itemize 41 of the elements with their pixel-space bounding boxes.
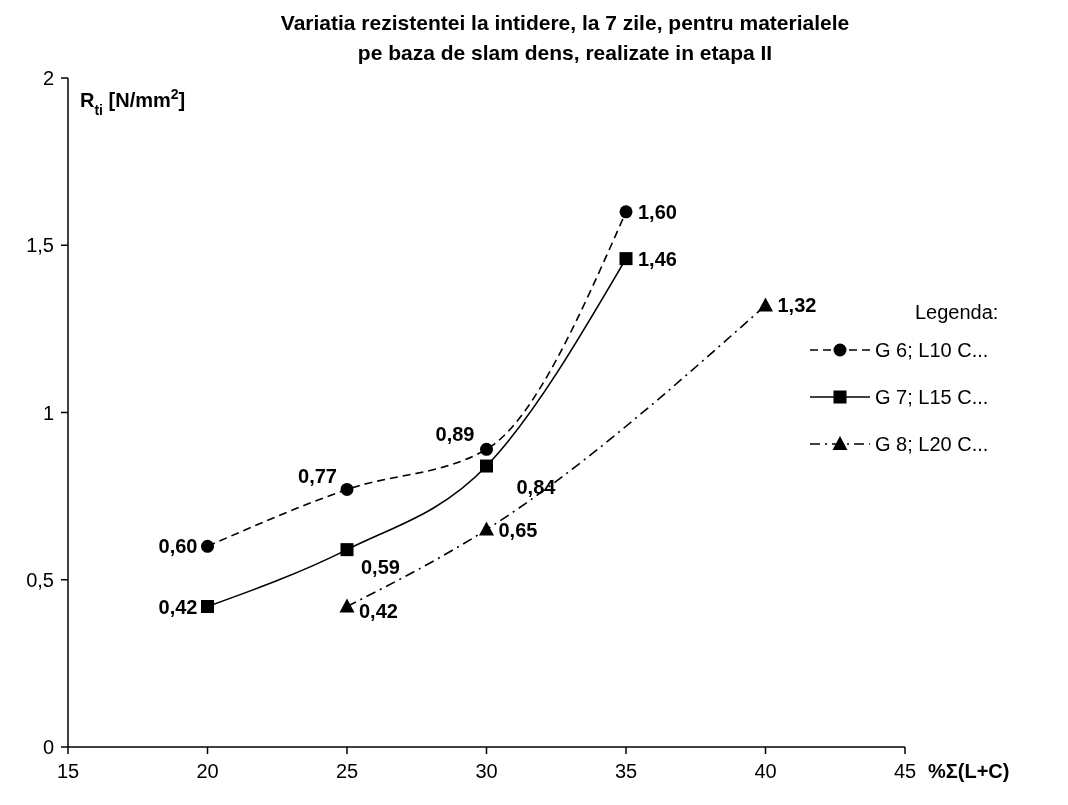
data-label: 0,60 — [158, 535, 198, 558]
data-label: 1,46 — [638, 247, 677, 270]
x-tick-label: 25 — [335, 760, 359, 782]
data-label: 0,89 — [435, 423, 475, 446]
y-tick-label: 1 — [42, 401, 54, 424]
point — [479, 521, 494, 536]
x-axis-title: %Σ(L+C) — [928, 760, 1010, 782]
legend-label: G 6; L10 C... — [875, 339, 989, 361]
legend-label: G 8; L20 C... — [875, 433, 989, 455]
data-label: 1,32 — [777, 294, 817, 317]
y-axis-title: R$_{ti}$ [N/mm$^{2}$] — [80, 86, 186, 118]
data-label: 0,42 — [359, 599, 398, 622]
y-tick-label: 2 — [42, 67, 54, 89]
point — [758, 297, 773, 312]
x-tick-label: 35 — [614, 760, 638, 782]
x-tick-label: 40 — [754, 760, 777, 782]
x-tick-label: 20 — [196, 760, 219, 782]
x-tick-label: 15 — [56, 760, 80, 782]
chart-title: Variatia rezistentei la intidere, la 7 zile, pentru materialele pe baza de slam dens, realizate in etapa II — [280, 11, 850, 64]
x-tick-label: 30 — [475, 760, 498, 782]
x-tick-label: 45 — [893, 760, 917, 782]
y-tick-label: 0,5 — [26, 568, 54, 591]
point — [340, 543, 354, 557]
point — [480, 442, 493, 456]
data-label: 1,60 — [638, 200, 677, 223]
data-label: 0,84 — [516, 476, 557, 499]
data-label: 0,42 — [158, 595, 198, 618]
point — [339, 598, 355, 613]
legend-title: Legenda: — [915, 301, 999, 323]
y-tick-label: 0 — [42, 736, 54, 758]
point — [619, 205, 633, 219]
point — [201, 539, 214, 553]
data-label: 0,77 — [298, 465, 337, 488]
point — [480, 459, 493, 473]
y-tick-label: 1,5 — [26, 234, 54, 257]
legend-label: G 7; L15 C... — [875, 386, 989, 408]
data-label: 0,65 — [498, 518, 538, 541]
point — [619, 252, 633, 266]
point — [201, 600, 214, 614]
point — [340, 482, 354, 496]
data-label: 0,59 — [361, 555, 400, 578]
